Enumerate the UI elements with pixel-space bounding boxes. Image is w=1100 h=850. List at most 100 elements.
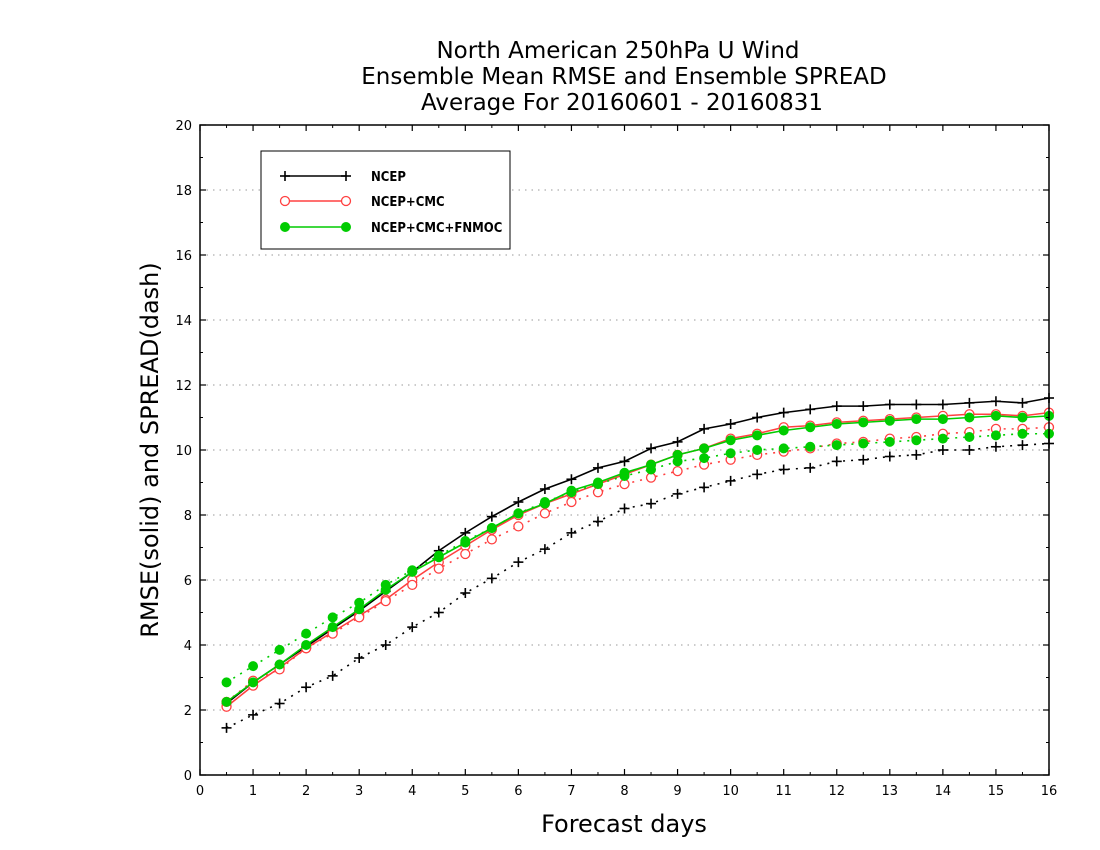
spread-point (513, 521, 524, 532)
spread-point (990, 430, 1001, 441)
spread-point (460, 548, 471, 560)
spread-point (221, 722, 232, 733)
spread-point (884, 436, 895, 447)
rmse-point (513, 497, 524, 507)
x-tick-label: 8 (620, 784, 628, 799)
rmse-point (301, 640, 312, 650)
rmse-point (619, 456, 630, 467)
spread-point (221, 677, 232, 688)
x-tick-label: 1 (249, 784, 257, 799)
legend-marker (341, 222, 351, 232)
spread-point (884, 451, 895, 462)
rmse-line-ncep-cmc (226, 411, 1050, 708)
title-line-2: Ensemble Mean RMSE and Ensemble SPREAD (361, 64, 886, 90)
title-line-1: North American 250hPa U Wind (436, 38, 799, 64)
spread-point (699, 453, 710, 464)
spread-point (1017, 440, 1028, 451)
x-tick-label: 14 (935, 784, 952, 799)
x-tick-label: 16 (1041, 784, 1058, 799)
spread-point (248, 661, 259, 672)
rmse-point (1017, 397, 1028, 408)
chart-title: North American 250hPa U Wind Ensemble Me… (361, 38, 886, 116)
spread-point (911, 449, 922, 460)
y-tick-label: 14 (175, 314, 192, 329)
rmse-point (274, 659, 285, 670)
spread-point (566, 487, 577, 498)
y-tick-label: 8 (184, 509, 192, 524)
spread-point (301, 628, 312, 639)
spread-point (752, 445, 763, 455)
spread-point (539, 508, 551, 519)
y-tick-label: 12 (175, 379, 192, 394)
rmse-point (725, 435, 736, 446)
rmse-point (672, 436, 683, 447)
y-tick-label: 10 (175, 444, 192, 459)
spread-point (407, 565, 418, 576)
spread-point (327, 612, 338, 623)
x-tick-label: 2 (302, 784, 310, 799)
spread-point (1017, 428, 1028, 439)
rmse-point (699, 423, 710, 434)
rmse-point (858, 401, 869, 412)
rmse-point (699, 443, 710, 454)
spread-point (486, 534, 497, 545)
spread-point (831, 456, 842, 467)
x-axis-label: Forecast days (541, 810, 707, 838)
spread-point (646, 464, 657, 475)
x-axis-ticks: 0 1 2 3 4 5 6 7 8 9 10 11 12 13 14 15 16 (196, 125, 1057, 799)
rmse-point (990, 396, 1001, 407)
x-tick-label: 4 (408, 784, 416, 799)
spread-point (619, 471, 630, 481)
rmse-point (778, 425, 789, 436)
spread-point (301, 682, 312, 693)
x-tick-label: 6 (514, 784, 522, 799)
spread-point (831, 440, 842, 451)
rmse-point (566, 474, 577, 485)
rmse-point (646, 443, 657, 454)
x-tick-label: 0 (196, 784, 204, 799)
spread-point (858, 438, 869, 449)
spread-point (592, 479, 603, 490)
y-tick-label: 20 (175, 119, 192, 134)
spread-point (566, 496, 577, 508)
rmse-point (221, 696, 232, 707)
x-tick-label: 13 (882, 784, 899, 799)
x-tick-label: 15 (988, 784, 1005, 799)
y-tick-label: 18 (175, 184, 192, 199)
spread-point (327, 670, 338, 681)
rmse-line-ncep (226, 397, 1050, 705)
spread-point (725, 448, 736, 459)
x-tick-label: 5 (461, 784, 469, 799)
legend-marker (341, 171, 351, 181)
rmse-point (592, 462, 603, 473)
spread-point (937, 445, 948, 455)
spread-point (407, 579, 418, 591)
y-axis-ticks: 0 2 4 6 8 10 12 14 16 18 20 (175, 119, 1049, 784)
spread-line-ncep-cmc-fnmoc (226, 432, 1049, 684)
spread-point (672, 465, 683, 477)
rmse-point (884, 415, 895, 426)
spread-point (990, 441, 1001, 452)
x-tick-label: 3 (355, 784, 363, 799)
legend-item: NCEP+CMC+FNMOC (280, 221, 502, 236)
rmse-point (539, 484, 550, 494)
spread-point (539, 544, 550, 555)
x-tick-label: 12 (828, 784, 845, 799)
legend-label: NCEP+CMC+FNMOC (371, 221, 502, 236)
rmse-point (911, 414, 922, 425)
spread-point (752, 469, 763, 480)
spread-point (460, 536, 471, 546)
spread-point (354, 653, 365, 663)
spread-point (619, 503, 630, 514)
legend: NCEP NCEP+CMC NCEP+CMC+FNMOC (260, 150, 511, 250)
legend-marker (279, 195, 291, 207)
spread-point (486, 523, 497, 533)
spread-point (460, 588, 471, 598)
spread-point (433, 550, 444, 561)
spread-point (778, 443, 789, 454)
spread-point (539, 497, 550, 507)
legend-label: NCEP+CMC (371, 195, 445, 210)
y-tick-label: 0 (184, 769, 192, 784)
spread-point (513, 508, 524, 519)
y-tick-label: 6 (184, 574, 192, 589)
